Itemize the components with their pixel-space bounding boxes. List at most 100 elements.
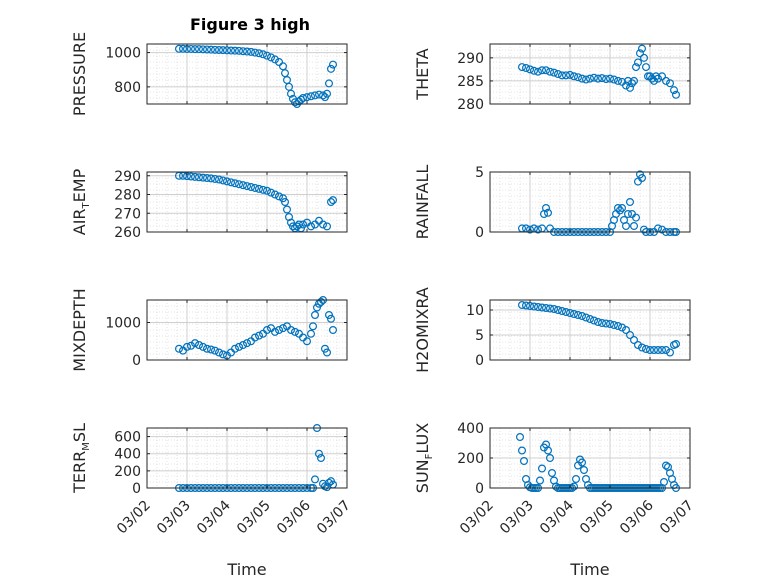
- data-point: [671, 90, 680, 99]
- y-tick-label: 0: [475, 353, 484, 369]
- data-point: [585, 74, 594, 83]
- data-point: [649, 76, 658, 85]
- data-point: [671, 340, 680, 349]
- data-point: [553, 69, 562, 78]
- data-point: [323, 348, 332, 357]
- data-point: [247, 47, 256, 56]
- data-point: [579, 466, 588, 475]
- data-point: [255, 184, 264, 193]
- figure-title: Figure 3 high: [190, 15, 310, 34]
- data-point: [263, 186, 272, 195]
- data-point: [519, 457, 528, 466]
- data-point: [657, 72, 666, 81]
- y-label-main: SUN: [413, 459, 432, 493]
- data-point: [635, 49, 644, 58]
- axes-rainfall: 0 5 RAINFALL: [413, 165, 691, 241]
- data-point: [329, 196, 338, 205]
- x-tick-label: 03/07: [314, 498, 354, 538]
- y-tick-label: 285: [457, 74, 484, 90]
- data-point: [517, 446, 526, 455]
- data-point: [287, 218, 296, 227]
- y-axis-label: SUNFLUX: [413, 423, 435, 493]
- data-point: [271, 327, 280, 336]
- data-point: [641, 63, 650, 72]
- data-point: [529, 302, 538, 311]
- x-tick-label: 03/05: [577, 498, 617, 538]
- data-point: [581, 313, 590, 322]
- y-tick-label: 200: [457, 451, 484, 467]
- data-point: [207, 45, 216, 54]
- data-point: [251, 333, 260, 342]
- x-tick-label: 03/06: [617, 497, 657, 537]
- data-point: [243, 339, 252, 348]
- y-tick-label: 800: [114, 80, 141, 96]
- data-point: [537, 464, 546, 473]
- data-point: [625, 331, 634, 340]
- y-label-main: THETA: [413, 48, 432, 100]
- data-point: [267, 53, 276, 62]
- data-point: [231, 46, 240, 55]
- axes-theta: 280 285 290 THETA: [413, 43, 691, 113]
- data-point: [311, 91, 320, 100]
- data-point: [255, 331, 264, 340]
- x-tick-label: 03/05: [234, 498, 274, 538]
- data-point: [243, 47, 252, 56]
- data-point: [593, 74, 602, 83]
- data-point: [545, 67, 554, 76]
- y-tick-label: 280: [114, 188, 141, 204]
- data-point: [191, 45, 200, 54]
- data-point: [303, 93, 312, 102]
- data-point: [207, 345, 216, 354]
- data-point: [549, 68, 558, 77]
- x-tick-label: 03/04: [537, 497, 577, 537]
- data-point: [545, 304, 554, 313]
- axes-box: [146, 299, 348, 361]
- data-point: [279, 194, 288, 203]
- data-point: [327, 314, 336, 323]
- data-point: [631, 63, 640, 72]
- y-label-tail: LUX: [413, 423, 432, 454]
- y-tick-label: 270: [114, 206, 141, 222]
- data-point: [211, 346, 220, 355]
- data-point: [557, 307, 566, 316]
- data-point: [315, 449, 324, 458]
- data-point: [617, 204, 626, 213]
- data-point: [287, 89, 296, 98]
- data-point: [323, 222, 332, 231]
- data-point: [661, 76, 670, 85]
- data-point: [325, 79, 334, 88]
- data-point: [641, 345, 650, 354]
- data-point: [271, 55, 280, 64]
- data-point: [319, 220, 328, 229]
- data-point: [547, 469, 556, 478]
- data-point: [549, 305, 558, 314]
- y-axis-label: THETA: [413, 48, 432, 100]
- y-axis-label: TERRMSL: [70, 423, 92, 494]
- data-point: [569, 72, 578, 81]
- x-tick-label: 03/02: [457, 498, 497, 538]
- data-point: [633, 341, 642, 350]
- data-point: [633, 58, 642, 67]
- y-label-main: AIR: [70, 208, 89, 235]
- data-point: [657, 346, 666, 355]
- data-point: [215, 175, 224, 184]
- data-point: [195, 45, 204, 54]
- data-point: [319, 91, 328, 100]
- data-point: [275, 326, 284, 335]
- data-point: [569, 482, 578, 491]
- axes-box: [489, 299, 691, 361]
- data-point: [649, 346, 658, 355]
- data-point: [571, 475, 580, 484]
- data-point: [307, 222, 316, 231]
- axes-box: [146, 43, 348, 105]
- y-label-main: H2OMIXRA: [413, 287, 432, 373]
- data-point: [175, 44, 184, 53]
- y-axis-label: H2OMIXRA: [413, 287, 432, 373]
- data-point: [303, 337, 312, 346]
- y-axis-label: AIRTEMP: [70, 168, 92, 235]
- data-point: [275, 57, 284, 66]
- data-point: [329, 60, 338, 69]
- axes-box: [489, 171, 691, 233]
- data-point: [327, 64, 336, 73]
